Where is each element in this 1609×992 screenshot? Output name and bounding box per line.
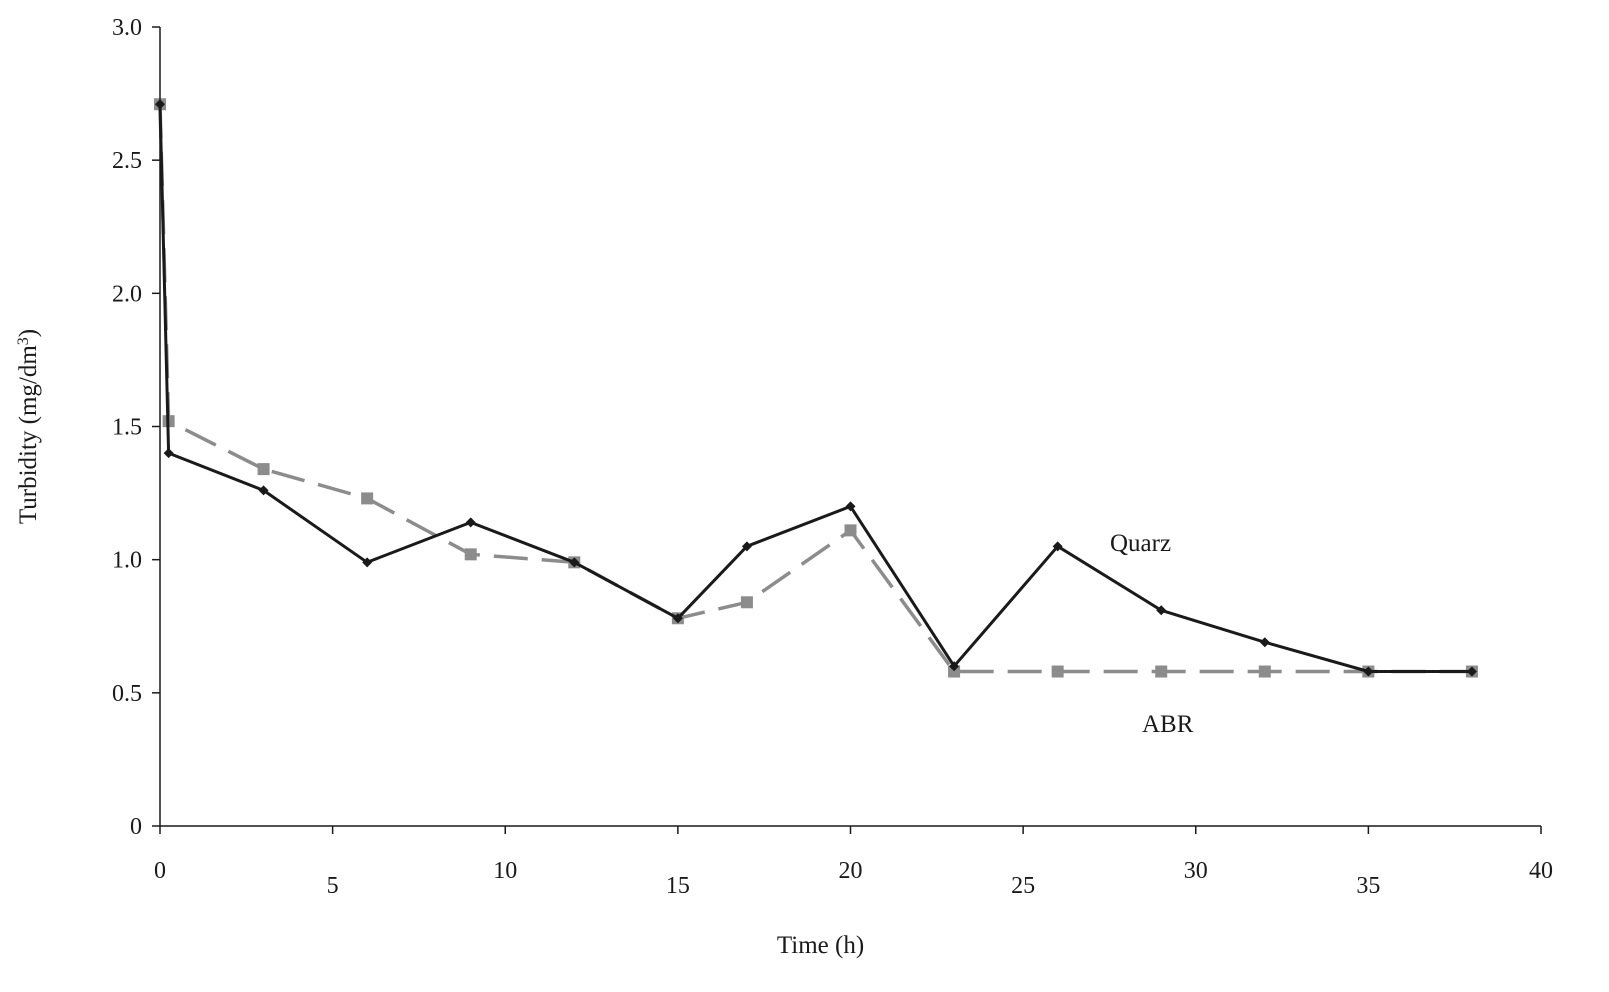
y-axis-title-main: Turbidity (mg/dm [15,345,42,525]
y-axis-title-sup: 3 [15,337,32,345]
data-point [1259,637,1270,648]
x-tick-label: 15 [666,873,690,899]
data-point [672,613,683,624]
y-tick-label: 0.5 [112,681,142,707]
series-label-quarz: Quarz [1110,530,1171,557]
data-point [1052,541,1063,552]
data-point [1466,666,1477,677]
data-point [844,524,857,537]
x-tick-label: 10 [493,858,517,884]
y-tick-label: 2.0 [112,281,142,307]
series-label-abr: ABR [1142,711,1194,738]
y-tick-label: 0 [130,814,142,840]
series-labels: Quarz ABR [1110,530,1194,738]
y-tick-label: 1.5 [112,415,142,441]
data-point [741,541,752,552]
data-point [1156,605,1167,616]
data-point [1363,666,1374,677]
series-line-abr [158,104,1472,674]
axes-layer [159,27,1541,827]
data-point [740,596,753,609]
data-point [465,517,476,528]
data-point [464,548,477,561]
data-point [949,661,960,672]
data-point [1258,665,1271,678]
x-tick-label: 25 [1011,873,1035,899]
x-tick-label: 40 [1529,858,1553,884]
y-tick-label: 1.0 [112,548,142,574]
y-axis-title-close: ) [15,329,42,337]
data-point [1051,665,1064,678]
data-point [258,485,269,496]
y-axis-title: Turbidity (mg/dm3) [15,329,43,524]
y-tick-label: 3.0 [112,15,142,41]
data-point [257,463,270,476]
x-tick-label: 30 [1184,858,1208,884]
data-point [163,448,174,459]
x-axis-title: Time (h) [777,932,864,959]
series-abr [154,98,1478,678]
data-point [362,557,373,568]
data-point [845,501,856,512]
x-tick-label: 0 [154,858,166,884]
x-tick-label: 5 [327,873,339,899]
data-point [569,557,580,568]
data-point [948,665,961,678]
x-tick-label: 20 [839,858,863,884]
series-layer [154,98,1478,678]
data-point [361,492,374,505]
series-line-quarz [158,104,1472,673]
series-quarz [155,99,1477,677]
ticks-layer: 0 0.5 1.0 1.5 2.0 2.5 3.0 0 5 10 15 20 25 30 35 40 [112,15,1553,899]
x-tick-label: 35 [1356,873,1380,899]
data-point [1155,665,1168,678]
y-tick-label: 2.5 [112,148,142,174]
